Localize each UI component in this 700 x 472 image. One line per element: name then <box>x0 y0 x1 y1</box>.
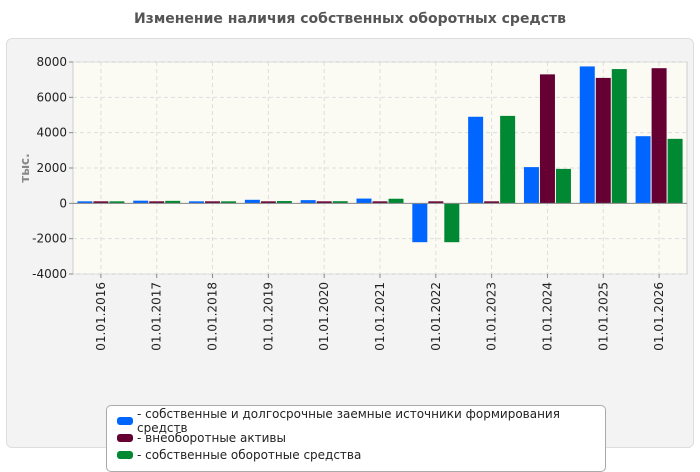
bar <box>189 201 205 204</box>
bar <box>244 199 260 204</box>
bar <box>300 200 316 204</box>
bar <box>149 201 165 204</box>
chart-frame: 8000 6000 4000 2000 0 -2000 -4000 тыс. 01.01.201… <box>6 38 694 472</box>
legend-swatch <box>117 416 133 425</box>
bar <box>276 201 292 204</box>
legend-item: - собственные и долгосрочные заемные ист… <box>117 407 605 435</box>
bar <box>205 201 221 204</box>
bar <box>523 167 539 204</box>
bar <box>635 136 651 204</box>
bar <box>444 203 460 243</box>
bar <box>579 66 595 204</box>
legend-swatch <box>117 450 133 459</box>
legend-item: - собственные оборотные средства <box>117 446 605 463</box>
y-tick-label: 4000 <box>36 126 67 140</box>
bar <box>165 200 181 204</box>
y-tick-label: 8000 <box>36 55 67 69</box>
bar <box>484 201 500 204</box>
legend-item: - внеоборотные активы <box>117 429 605 446</box>
x-tick-label: 01.01.2025 <box>596 282 610 351</box>
bar <box>316 201 332 204</box>
bar <box>500 115 516 204</box>
bar <box>388 198 404 204</box>
bar <box>372 201 388 204</box>
bar <box>611 69 627 204</box>
x-tick-label: 01.01.2024 <box>540 282 554 351</box>
legend-swatch <box>117 433 133 442</box>
bar <box>468 116 484 204</box>
x-tick-label: 01.01.2020 <box>317 282 331 351</box>
x-tick-label: 01.01.2022 <box>429 282 443 351</box>
x-tick-label: 01.01.2019 <box>261 282 275 351</box>
y-axis-label: тыс. <box>18 153 32 182</box>
x-tick-label: 01.01.2016 <box>94 282 108 351</box>
bar <box>428 201 444 204</box>
y-tick-label: -2000 <box>32 232 67 246</box>
x-tick-label: 01.01.2018 <box>206 282 220 351</box>
chart-title: Изменение наличия собственных оборотных … <box>133 11 567 27</box>
bar <box>260 201 276 204</box>
bar <box>595 77 611 204</box>
x-tick-label: 01.01.2023 <box>485 282 499 351</box>
legend-label: - внеоборотные активы <box>137 430 286 445</box>
bar <box>412 203 428 243</box>
bar <box>555 168 571 204</box>
x-tick-label: 01.01.2017 <box>150 282 164 351</box>
x-tick-label: 01.01.2021 <box>373 282 387 351</box>
bar <box>93 201 109 204</box>
bar-chart: 8000 6000 4000 2000 0 -2000 -4000 тыс. 01.01.201… <box>18 55 688 351</box>
chart-legend: - собственные и долгосрочные заемные ист… <box>106 405 606 472</box>
y-tick-label: -4000 <box>32 267 67 281</box>
y-tick-label: 0 <box>59 196 67 210</box>
y-tick-label: 6000 <box>36 90 67 104</box>
bar <box>356 198 372 204</box>
x-tick-label: 01.01.2026 <box>652 282 666 351</box>
legend-label: - собственные и долгосрочные заемные ист… <box>137 406 560 435</box>
bar <box>667 138 683 204</box>
bar <box>539 74 555 204</box>
bar <box>133 200 149 204</box>
bar <box>651 68 667 204</box>
y-tick-label: 2000 <box>36 161 67 175</box>
bar <box>77 201 93 204</box>
bar <box>221 201 237 204</box>
bar <box>332 201 348 204</box>
bar <box>109 201 125 204</box>
